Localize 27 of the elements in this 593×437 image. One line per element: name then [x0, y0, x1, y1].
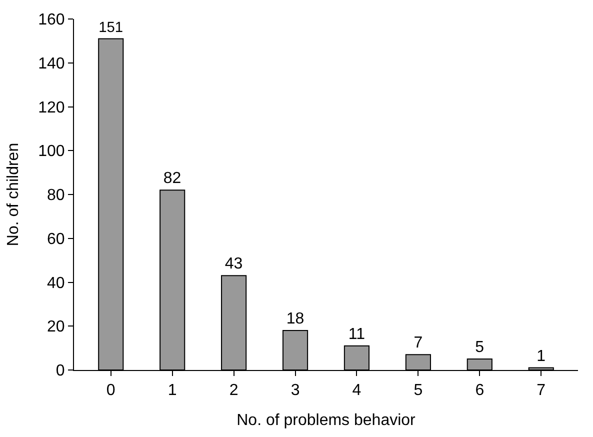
data-label: 43: [224, 256, 243, 273]
data-label: 151: [98, 20, 124, 36]
x-axis-title: No. of problems behavior: [236, 412, 416, 429]
data-label: 18: [286, 310, 304, 328]
x-tick-label: 4: [352, 382, 362, 400]
x-tick-label: 3: [290, 382, 300, 400]
data-label: 11: [348, 326, 366, 343]
y-tick-label: 80: [47, 187, 65, 204]
y-tick-label: 60: [47, 230, 65, 248]
y-axis-title: No. of children: [4, 142, 22, 246]
y-tick-label: 100: [38, 143, 65, 160]
x-tick-label: 7: [536, 382, 546, 400]
y-tick-label: 160: [38, 12, 65, 29]
data-label: 7: [414, 334, 423, 352]
x-tick-label: 6: [475, 382, 484, 400]
x-tick-label: 5: [414, 382, 423, 400]
data-label: 5: [475, 339, 484, 356]
data-label: 82: [163, 170, 182, 188]
data-label: 1: [536, 348, 546, 365]
y-tick-label: 0: [56, 362, 65, 380]
x-tick-label: 1: [168, 382, 177, 400]
x-tick-label: 0: [106, 382, 116, 400]
y-tick-label: 20: [47, 318, 65, 336]
y-tick-label: 40: [47, 274, 65, 292]
x-tick-label: 2: [229, 382, 238, 400]
y-tick-label: 140: [38, 55, 65, 72]
y-tick-label: 120: [38, 99, 65, 116]
